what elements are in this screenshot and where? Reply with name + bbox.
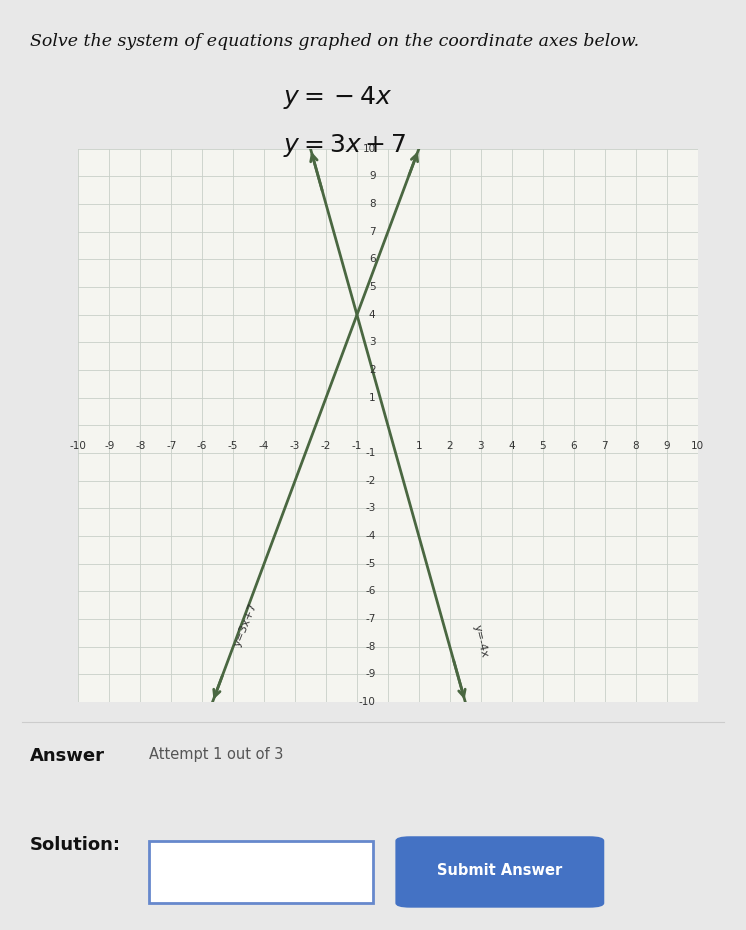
Text: 9: 9 xyxy=(663,441,670,451)
Text: -8: -8 xyxy=(365,642,375,652)
Text: $y = -4x$: $y = -4x$ xyxy=(283,84,393,111)
Text: -7: -7 xyxy=(365,614,375,624)
Text: -3: -3 xyxy=(290,441,300,451)
Text: 9: 9 xyxy=(369,171,375,181)
Text: 3: 3 xyxy=(369,338,375,348)
Text: -6: -6 xyxy=(197,441,207,451)
Text: -9: -9 xyxy=(104,441,114,451)
Text: -2: -2 xyxy=(365,476,375,485)
Text: 4: 4 xyxy=(509,441,515,451)
Text: -1: -1 xyxy=(352,441,362,451)
Text: 7: 7 xyxy=(369,227,375,237)
Text: Solution:: Solution: xyxy=(30,836,121,855)
Text: $y = 3x + 7$: $y = 3x + 7$ xyxy=(283,132,407,159)
Text: 3: 3 xyxy=(477,441,484,451)
Text: -6: -6 xyxy=(365,587,375,596)
Text: 6: 6 xyxy=(571,441,577,451)
Text: -3: -3 xyxy=(365,503,375,513)
Text: -10: -10 xyxy=(359,698,375,707)
Text: 7: 7 xyxy=(601,441,608,451)
Text: Answer: Answer xyxy=(30,747,105,765)
FancyBboxPatch shape xyxy=(395,836,604,908)
Text: 10: 10 xyxy=(363,144,375,153)
Text: -9: -9 xyxy=(365,670,375,680)
FancyBboxPatch shape xyxy=(149,841,373,903)
Text: 2: 2 xyxy=(369,365,375,375)
Text: -5: -5 xyxy=(365,559,375,569)
Text: 2: 2 xyxy=(447,441,453,451)
Text: -10: -10 xyxy=(70,441,87,451)
Text: y=-4x: y=-4x xyxy=(472,624,489,658)
Text: 8: 8 xyxy=(633,441,639,451)
Text: 6: 6 xyxy=(369,255,375,264)
Text: 5: 5 xyxy=(539,441,546,451)
Text: 10: 10 xyxy=(691,441,704,451)
Text: -8: -8 xyxy=(135,441,145,451)
Text: 1: 1 xyxy=(416,441,422,451)
Text: 4: 4 xyxy=(369,310,375,320)
Text: -4: -4 xyxy=(365,531,375,541)
Text: Attempt 1 out of 3: Attempt 1 out of 3 xyxy=(149,747,283,762)
Text: 8: 8 xyxy=(369,199,375,209)
Text: -5: -5 xyxy=(228,441,238,451)
Text: -1: -1 xyxy=(365,448,375,458)
Text: -2: -2 xyxy=(321,441,331,451)
Text: 1: 1 xyxy=(369,392,375,403)
Text: 5: 5 xyxy=(369,282,375,292)
Text: -7: -7 xyxy=(166,441,176,451)
Text: y=3x+7: y=3x+7 xyxy=(232,602,259,648)
Text: Submit Answer: Submit Answer xyxy=(437,863,562,878)
Text: Solve the system of equations graphed on the coordinate axes below.: Solve the system of equations graphed on… xyxy=(30,33,639,49)
Text: -4: -4 xyxy=(259,441,269,451)
